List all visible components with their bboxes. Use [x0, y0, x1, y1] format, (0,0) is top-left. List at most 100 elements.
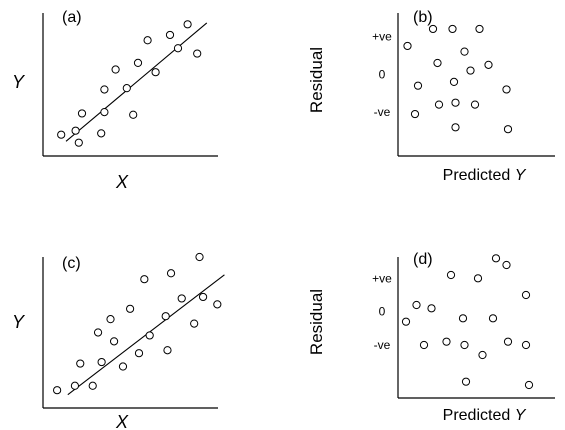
y-axis-label: Residual — [307, 47, 326, 113]
data-point — [521, 290, 531, 300]
data-point — [134, 349, 144, 358]
data-point — [173, 44, 183, 53]
y-tick-label: +ve — [372, 271, 392, 285]
y-axis-label: Y — [12, 72, 26, 92]
data-point — [100, 85, 109, 94]
data-point — [466, 66, 475, 75]
data-point — [475, 24, 484, 34]
data-point — [451, 98, 460, 107]
x-axis-label: X — [115, 172, 129, 192]
data-point — [449, 77, 459, 86]
data-point — [412, 300, 421, 310]
y-axis-label: Residual — [307, 289, 326, 355]
data-point — [129, 110, 138, 119]
data-point — [100, 107, 109, 117]
data-point — [195, 252, 204, 262]
data-point — [524, 380, 534, 390]
data-point — [442, 337, 451, 346]
panel-label: (d) — [413, 251, 433, 268]
data-point — [419, 340, 429, 350]
data-point — [163, 346, 172, 355]
data-point — [70, 381, 80, 390]
data-point — [190, 319, 199, 328]
data-point — [428, 24, 438, 34]
data-point — [122, 84, 131, 93]
panel-c: (c) X Y — [12, 252, 225, 430]
data-point — [433, 58, 442, 68]
data-point — [413, 81, 423, 90]
data-point — [97, 357, 106, 367]
panel-a: (a) X Y — [12, 9, 218, 192]
data-point — [484, 60, 493, 69]
panel-label: (c) — [62, 255, 81, 272]
panel-d: (d) Predicted Y Residual +ve 0 -ve — [307, 251, 555, 424]
data-point — [503, 337, 513, 346]
data-point — [166, 269, 176, 278]
data-point — [74, 138, 83, 147]
data-point — [427, 304, 436, 313]
data-point — [460, 47, 469, 56]
data-point — [97, 129, 106, 138]
data-point — [145, 331, 154, 340]
data-point — [434, 100, 444, 109]
data-point — [461, 377, 471, 386]
data-point — [410, 109, 420, 119]
data-point — [521, 340, 531, 350]
x-axis-label-text: Predicted — [443, 407, 511, 424]
x-axis-label: X — [115, 412, 129, 430]
data-point — [193, 49, 202, 58]
data-point — [76, 359, 85, 368]
y-tick-label: +ve — [372, 29, 392, 43]
data-point — [448, 24, 457, 34]
data-point — [213, 300, 222, 309]
data-point — [488, 314, 498, 323]
data-point — [502, 85, 511, 94]
data-point — [491, 254, 501, 263]
data-point — [140, 275, 149, 284]
data-point — [460, 340, 469, 350]
data-point — [478, 350, 487, 360]
data-point — [177, 294, 186, 303]
data-point — [106, 315, 115, 324]
data-point — [451, 123, 460, 132]
y-tick-label: 0 — [379, 67, 386, 81]
data-point — [143, 36, 152, 45]
data-point — [470, 100, 480, 109]
data-point — [109, 337, 119, 346]
data-point — [165, 30, 175, 40]
x-axis-label: Predicted Y — [443, 167, 527, 184]
y-tick-label: -ve — [374, 105, 391, 119]
data-point — [93, 328, 103, 337]
y-tick-label: 0 — [379, 305, 386, 319]
data-point — [198, 292, 208, 302]
data-point — [111, 65, 120, 74]
data-point — [401, 317, 411, 326]
data-point — [446, 270, 456, 280]
data-point — [151, 68, 160, 77]
data-point — [71, 126, 80, 135]
data-point — [458, 314, 468, 323]
data-point — [183, 20, 192, 29]
panel-label: (b) — [413, 9, 433, 26]
data-point — [53, 386, 62, 395]
data-point — [88, 381, 97, 390]
data-point — [503, 125, 513, 134]
data-point — [118, 362, 128, 371]
data-point — [161, 312, 170, 321]
fit-line — [65, 22, 208, 142]
data-point — [57, 130, 66, 139]
data-point — [77, 109, 87, 118]
data-point — [133, 58, 143, 67]
data-point — [403, 41, 412, 51]
panel-b: (b) Predicted Y Residual +ve 0 -ve — [307, 9, 555, 184]
panel-label: (a) — [62, 9, 82, 26]
x-axis-label: Predicted Y — [443, 407, 527, 424]
y-tick-label: -ve — [374, 338, 391, 352]
data-point — [126, 304, 135, 313]
x-axis-label-text: Predicted — [443, 167, 511, 184]
y-axis-label: Y — [12, 312, 26, 332]
x-axis-label-symbol: Y — [515, 167, 527, 184]
data-point — [502, 260, 511, 270]
data-point — [473, 274, 483, 283]
